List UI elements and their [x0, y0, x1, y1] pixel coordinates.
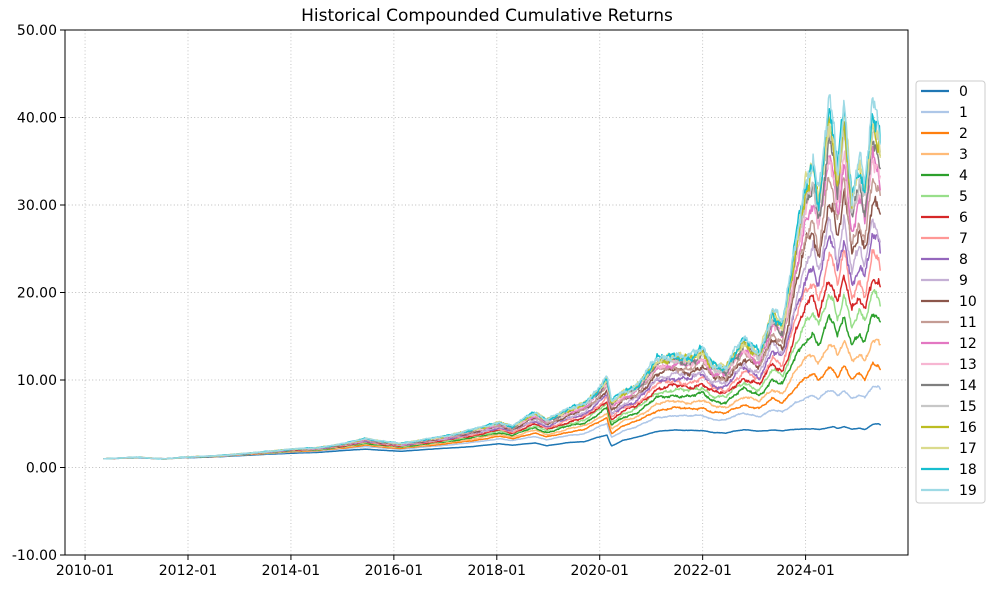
legend-label: 12 — [959, 336, 977, 352]
legend-label: 18 — [959, 462, 977, 478]
chart-title: Historical Compounded Cumulative Returns — [301, 6, 673, 26]
legend-label: 9 — [959, 273, 968, 289]
x-tick-label: 2010-01 — [56, 563, 115, 579]
legend-label: 13 — [959, 357, 977, 373]
legend-label: 5 — [959, 189, 968, 205]
legend-item-5: 5 — [921, 189, 968, 205]
legend-item-11: 11 — [921, 315, 977, 331]
x-tick-label: 2012-01 — [159, 563, 218, 579]
legend-item-8: 8 — [921, 252, 968, 268]
y-tick-label: 30.00 — [17, 198, 57, 214]
legend-label: 15 — [959, 399, 977, 415]
legend-label: 10 — [959, 294, 977, 310]
x-tick-label: 2014-01 — [262, 563, 321, 579]
legend-label: 1 — [959, 105, 968, 121]
legend-label: 3 — [959, 147, 968, 163]
legend-item-12: 12 — [921, 336, 977, 352]
legend-label: 19 — [959, 483, 977, 499]
legend-label: 7 — [959, 231, 968, 247]
legend-item-3: 3 — [921, 147, 968, 163]
x-tick-label: 2024-01 — [776, 563, 835, 579]
legend-item-1: 1 — [921, 105, 968, 121]
series-lines — [103, 94, 881, 460]
axis-ticks — [60, 29, 807, 560]
legend-label: 11 — [959, 315, 977, 331]
legend-item-18: 18 — [921, 462, 977, 478]
x-tick-label: 2022-01 — [673, 563, 732, 579]
y-tick-label: -10.00 — [12, 548, 57, 564]
legend-label: 16 — [959, 420, 977, 436]
legend-item-6: 6 — [921, 210, 968, 226]
legend-item-7: 7 — [921, 231, 968, 247]
legend-item-2: 2 — [921, 126, 968, 142]
legend-label: 0 — [959, 84, 968, 100]
y-tick-label: 50.00 — [17, 23, 57, 39]
legend-item-17: 17 — [921, 441, 977, 457]
legend-item-16: 16 — [921, 420, 977, 436]
axis-labels: 2010-01 2012-01 2014-01 2016-01 2018-01 2020-… — [12, 23, 835, 579]
legend-item-10: 10 — [921, 294, 977, 310]
legend-item-15: 15 — [921, 399, 977, 415]
legend-box — [915, 80, 986, 504]
legend-item-13: 13 — [921, 357, 977, 373]
y-tick-label: 20.00 — [17, 286, 57, 302]
y-tick-label: 0.00 — [26, 461, 57, 477]
legend-item-19: 19 — [921, 483, 977, 499]
gridlines — [65, 30, 908, 555]
legend-label: 17 — [959, 441, 977, 457]
x-tick-label: 2018-01 — [468, 563, 527, 579]
x-tick-label: 2020-01 — [570, 563, 629, 579]
legend-item-9: 9 — [921, 273, 968, 289]
legend-label: 2 — [959, 126, 968, 142]
legend-label: 4 — [959, 168, 968, 184]
y-tick-label: 40.00 — [17, 111, 57, 127]
series-line-19 — [103, 94, 881, 460]
legend-item-0: 0 — [921, 84, 968, 100]
y-tick-label: 10.00 — [17, 373, 57, 389]
x-tick-label: 2016-01 — [365, 563, 424, 579]
legend-label: 6 — [959, 210, 968, 226]
legend-item-4: 4 — [921, 168, 968, 184]
legend-item-14: 14 — [921, 378, 977, 394]
legend-label: 8 — [959, 252, 968, 268]
legend-label: 14 — [959, 378, 977, 394]
